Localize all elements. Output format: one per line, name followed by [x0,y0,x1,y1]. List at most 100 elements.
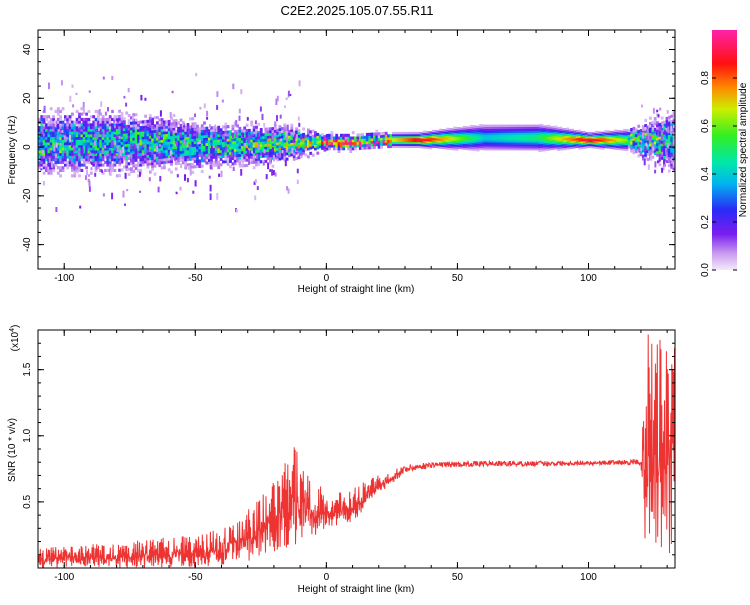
heatmap-cell [481,143,485,147]
heatmap-cell [330,136,334,140]
heatmap-speckle [191,133,194,138]
heatmap-cell [538,141,541,145]
heatmap-cell [94,117,98,121]
heatmap-cell [368,132,372,136]
heatmap-speckle [673,129,675,132]
heatmap-cell [42,150,46,154]
heatmap-cell [328,139,331,143]
heatmap-cell [217,160,221,164]
heatmap-speckle [209,124,212,128]
heatmap-cell [620,142,624,145]
heatmap-cell [134,166,138,170]
heatmap-cell [262,146,265,150]
heatmap-cell [658,131,662,135]
heatmap-cell [516,128,520,131]
heatmap-cell [604,141,607,145]
heatmap-cell [344,139,348,143]
heatmap-cell [40,150,44,154]
heatmap-cell [441,129,445,132]
heatmap-cell [54,136,58,140]
heatmap-cell [186,152,190,156]
heatmap-speckle [136,160,139,165]
heatmap-cell [554,143,558,146]
heatmap-cell [141,139,145,143]
heatmap-speckle [285,131,288,137]
heatmap-cell [299,141,303,145]
heatmap-cell [82,152,86,156]
heatmap-cell [52,168,55,172]
heatmap-cell [413,133,416,137]
heatmap-cell [616,137,619,140]
heatmap-speckle [256,186,259,190]
heatmap-cell [375,143,379,147]
heatmap-cell [89,155,93,159]
heatmap-cell [618,132,622,135]
heatmap-cell [349,149,353,153]
heatmap-cell [583,132,586,136]
heatmap-cell [318,142,322,146]
heatmap-speckle [650,155,653,161]
heatmap-cell [474,141,478,144]
heatmap-cell [436,134,440,137]
heatmap-cell [151,151,154,155]
heatmap-cell [406,139,409,143]
heatmap-cell [170,170,173,174]
heatmap-cell [446,127,449,131]
heatmap-cell [153,164,157,168]
heatmap-cell [92,126,96,130]
heatmap-speckle [214,124,217,129]
heatmap-cell [130,137,133,141]
heatmap-speckle [276,95,279,102]
heatmap-cell [493,132,497,135]
heatmap-cell [212,163,216,167]
heatmap-cell [212,136,216,140]
heatmap-cell [646,152,650,156]
heatmap-cell [493,124,497,127]
heatmap-cell [257,155,261,159]
heatmap-cell [144,128,147,132]
heatmap-speckle [653,146,656,150]
heatmap-cell [281,137,284,141]
heatmap-cell [658,149,662,153]
heatmap-cell [49,142,53,146]
heatmap-cell [134,121,138,125]
heatmap-cell [156,142,159,146]
heatmap-cell [564,135,567,139]
heatmap-cell [469,138,473,141]
heatmap-cell [328,144,331,148]
heatmap-cell [273,140,277,144]
heatmap-cell [132,137,136,141]
heatmap-cell [571,140,574,143]
heatmap-cell [158,153,162,157]
heatmap-cell [42,117,46,121]
heatmap-cell [163,144,166,148]
heatmap-cell [453,146,456,149]
heatmap-speckle [73,145,76,152]
heatmap-cell [488,146,492,149]
heatmap-cell [639,137,643,141]
heatmap-cell [396,139,400,143]
heatmap-cell [151,159,154,163]
heatmap-cell [644,134,648,138]
heatmap-cell [226,146,230,150]
heatmap-cell [413,135,416,139]
heatmap-cell [271,143,275,147]
heatmap-speckle [115,135,118,139]
heatmap-cell [137,155,140,159]
heatmap-cell [179,137,183,141]
heatmap-cell [483,128,487,131]
heatmap-cell [122,157,126,161]
heatmap-cell [82,147,86,151]
heatmap-speckle [192,125,195,128]
heatmap-cell [94,120,98,124]
heatmap-speckle [269,169,272,172]
heatmap-cell [151,162,154,166]
heatmap-cell [82,144,86,148]
heatmap-cell [47,166,51,170]
heatmap-speckle [235,131,238,138]
heatmap-cell [401,135,405,139]
heatmap-cell [446,147,449,150]
heatmap-cell [604,138,607,141]
heatmap-cell [273,153,277,157]
heatmap-cell [108,163,112,167]
